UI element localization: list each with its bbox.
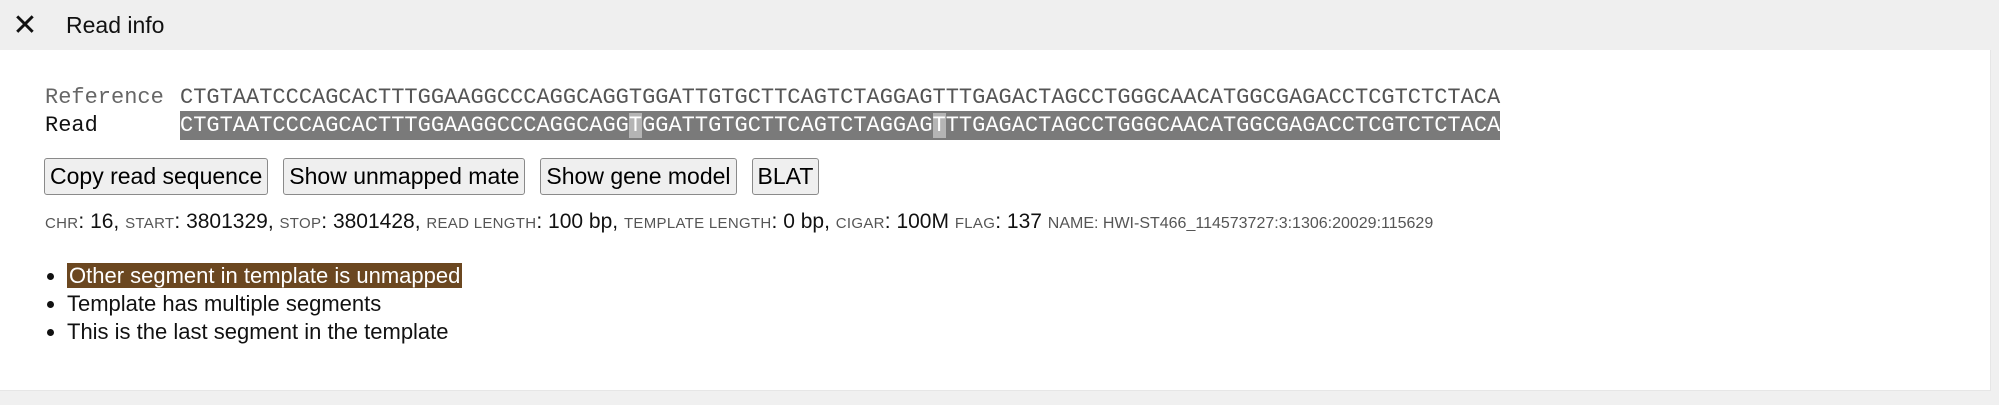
cigar-key: CIGAR bbox=[835, 215, 885, 232]
reference-sequence: CTGTAATCCCAGCACTTTGGAAGGCCCAGGCAGGTGGATT… bbox=[180, 84, 1501, 110]
read-length-key: READ LENGTH bbox=[426, 215, 537, 232]
read-sequence: CTGTAATCCCAGCACTTTGGAAGGCCCAGGCAGG T GGATT… bbox=[180, 110, 1501, 140]
copy-read-sequence-button[interactable]: Copy read sequence bbox=[44, 158, 269, 195]
template-length-value: : 0 bp, bbox=[771, 210, 836, 233]
cigar-value: : 100M bbox=[884, 210, 955, 233]
blat-button[interactable]: BLAT bbox=[751, 158, 820, 195]
read-row: Read CTGTAATCCCAGCACTTTGGAAGGCCCAGGCAGG T G… bbox=[45, 110, 1501, 140]
reference-row: Reference CTGTAATCCCAGCACTTTGGAAGGCCCAGGC… bbox=[45, 82, 1500, 112]
show-unmapped-mate-button[interactable]: Show unmapped mate bbox=[283, 158, 526, 195]
flag-value: : 137 bbox=[995, 210, 1048, 233]
flag-list: Other segment in template is unmapped Te… bbox=[45, 262, 463, 346]
read-length-value: : 100 bp, bbox=[536, 210, 624, 233]
list-item: This is the last segment in the template bbox=[67, 318, 462, 346]
close-icon[interactable]: ✕ bbox=[12, 7, 38, 43]
dialog-title: Read info bbox=[66, 11, 165, 38]
read-label: Read bbox=[45, 112, 98, 138]
stop-value: : 3801428, bbox=[321, 210, 427, 233]
flag-text: Template has multiple segments bbox=[67, 291, 382, 316]
read-segment: TTGAGACTAGCCTGGGCAACATGGCGAGACCTCGTCTCTA… bbox=[945, 112, 1501, 138]
start-value: : 3801329, bbox=[174, 210, 280, 233]
stop-key: STOP bbox=[279, 215, 322, 232]
start-key: START bbox=[125, 215, 175, 232]
read-mismatch: T bbox=[932, 112, 946, 138]
show-gene-model-button[interactable]: Show gene model bbox=[540, 158, 737, 195]
dialog-header: ✕ Read info bbox=[0, 0, 1999, 50]
action-buttons: Copy read sequence Show unmapped mate Sh… bbox=[44, 158, 820, 195]
read-segment: GGATTGTGCTTCAGTCTAGGAG bbox=[642, 112, 933, 138]
chr-value: : 16, bbox=[78, 210, 126, 233]
flag-highlight: Other segment in template is unmapped bbox=[67, 263, 463, 288]
flag-text: This is the last segment in the template bbox=[67, 319, 449, 344]
read-details: CHR: 16, START: 3801329, STOP: 3801428, … bbox=[45, 210, 1433, 234]
list-item: Other segment in template is unmapped bbox=[67, 262, 463, 290]
chr-key: CHR bbox=[45, 215, 79, 232]
reference-label: Reference bbox=[45, 84, 164, 110]
read-mismatch: T bbox=[628, 112, 643, 138]
read-segment: CTGTAATCCCAGCACTTTGGAAGGCCCAGGCAGG bbox=[180, 112, 629, 138]
template-length-key: TEMPLATE LENGTH bbox=[623, 215, 772, 232]
read-name: NAME: HWI-ST466_114573727:3:1306:20029:1… bbox=[1047, 215, 1434, 232]
flag-key: FLAG bbox=[954, 215, 996, 232]
list-item: Template has multiple segments bbox=[67, 290, 462, 318]
read-info-panel: Reference CTGTAATCCCAGCACTTTGGAAGGCCCAGGC… bbox=[0, 50, 1991, 391]
